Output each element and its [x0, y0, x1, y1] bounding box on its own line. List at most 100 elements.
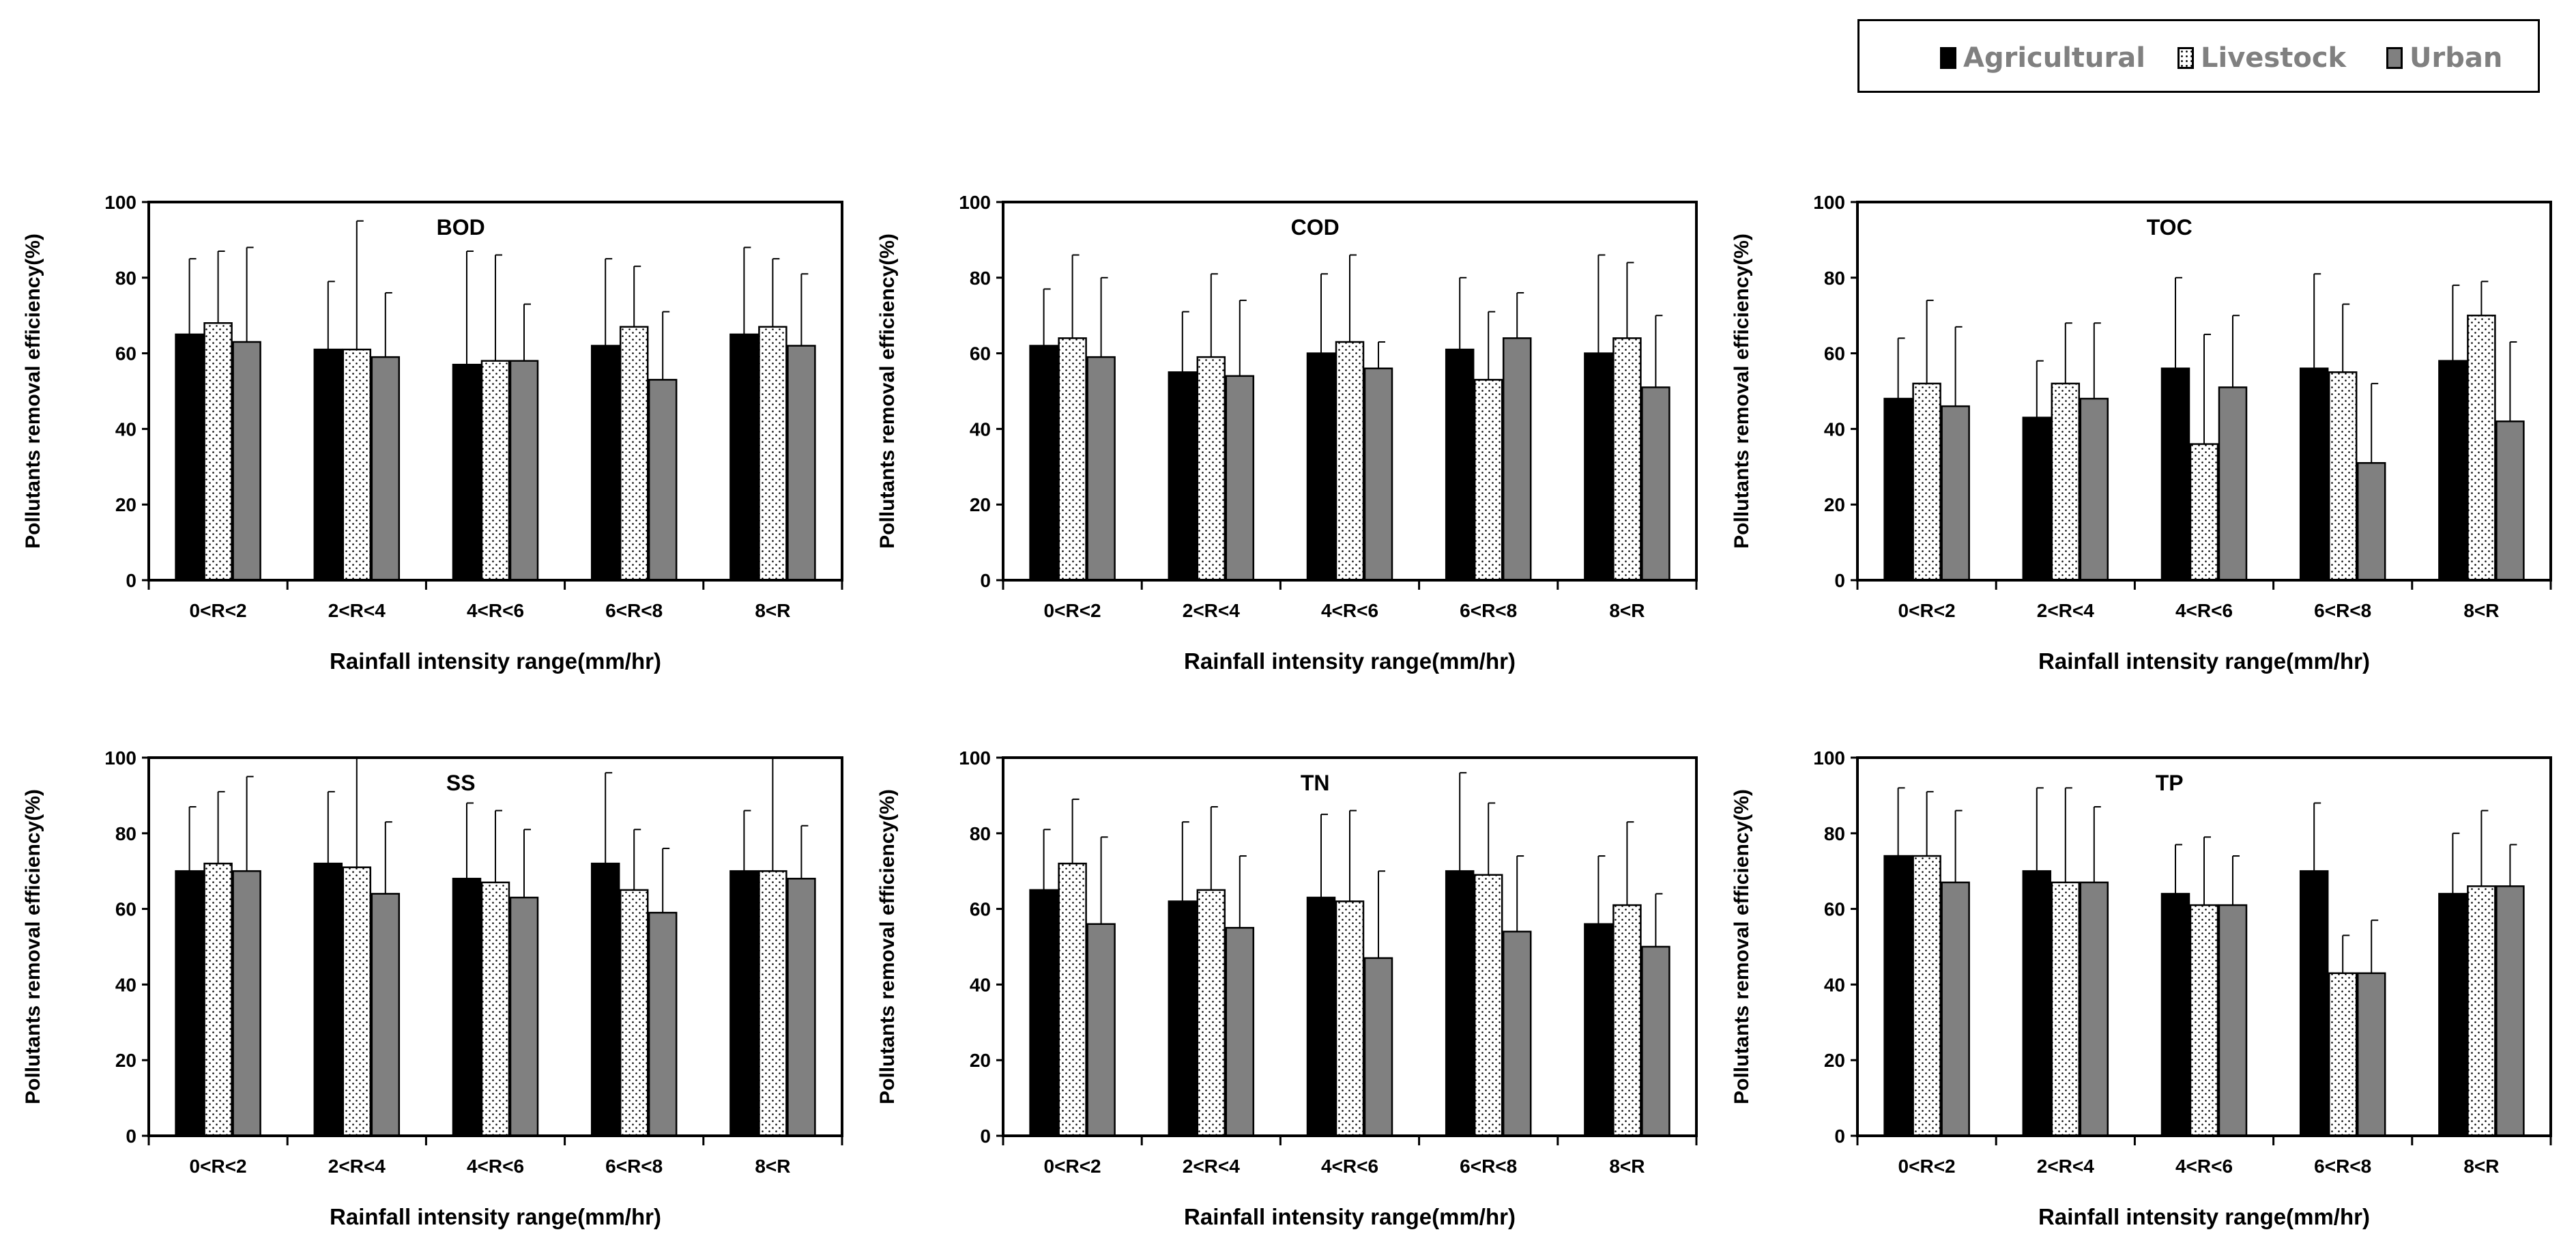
bar-urban	[2495, 885, 2525, 1137]
bar-urban	[1502, 337, 1532, 582]
chart-tn: 0 20 40 60 80 100 0<R<2 2<R<4 4<R<6 6<R<8 8<R TN Rai…	[876, 747, 1698, 1229]
x-tick-label: 0<R<2	[190, 1156, 247, 1177]
plot-frame	[1002, 756, 1698, 1137]
x-tick-label: 8<R	[2463, 600, 2499, 621]
x-axis-title: Rainfall intensity range(mm/hr)	[2038, 1204, 2370, 1229]
x-tick-label: 6<R<8	[1460, 1156, 1517, 1177]
bar-urban	[232, 870, 261, 1137]
bar-agricultural	[1445, 348, 1475, 582]
bar-livestock	[1612, 337, 1642, 582]
y-tick-label: 20	[970, 1050, 991, 1071]
y-axis-title: Pollutants removal efficiency(%)	[1731, 233, 1753, 549]
bar-urban	[1086, 923, 1116, 1137]
x-tick-label: 6<R<8	[605, 600, 663, 621]
y-tick-label: 100	[1813, 192, 1845, 213]
bar-urban	[371, 893, 401, 1137]
x-tick-label: 0<R<2	[1044, 1156, 1101, 1177]
bar-livestock	[2051, 382, 2081, 582]
bar-agricultural	[452, 363, 482, 582]
bar-agricultural	[590, 862, 620, 1137]
bar-livestock	[1473, 874, 1503, 1137]
y-axis-title: Pollutants removal efficiency(%)	[22, 789, 44, 1104]
x-tick-label: 4<R<6	[2175, 600, 2233, 621]
bar-agricultural	[2299, 870, 2329, 1137]
y-tick-label: 20	[115, 494, 136, 515]
bar-urban	[1363, 367, 1393, 582]
bar-agricultural	[2299, 367, 2329, 582]
bar-agricultural	[452, 878, 482, 1137]
y-tick-label: 60	[970, 899, 991, 920]
chart-cod: 0 20 40 60 80 100 0<R<2 2<R<4 4<R<6 6<R<8 8<R COD Ra…	[876, 192, 1698, 674]
bar-livestock	[342, 348, 372, 582]
plot-frame	[1856, 756, 2552, 1137]
x-tick-label: 8<R	[755, 600, 790, 621]
x-tick-label: 0<R<2	[1044, 600, 1101, 621]
chart-title: COD	[1291, 215, 1340, 240]
y-tick-label: 100	[959, 192, 991, 213]
y-axis-title: Pollutants removal efficiency(%)	[876, 789, 899, 1104]
x-tick-label: 8<R	[1609, 600, 1645, 621]
x-tick-label: 2<R<4	[328, 1156, 386, 1177]
x-tick-label: 4<R<6	[467, 1156, 524, 1177]
bar-urban	[2218, 386, 2248, 582]
bar-livestock	[1612, 904, 1642, 1137]
x-tick-label: 8<R	[755, 1156, 790, 1177]
y-tick-label: 80	[970, 268, 991, 289]
bar-livestock	[758, 326, 787, 582]
bar-urban	[787, 345, 816, 582]
bar-agricultural	[313, 348, 343, 582]
chart-tp: 0 20 40 60 80 100 0<R<2 2<R<4 4<R<6 6<R<8 8<R TP Rai…	[1731, 747, 2552, 1229]
legend-label: Agricultural	[1963, 42, 2145, 74]
legend-label: Livestock	[2201, 42, 2347, 74]
bar-livestock	[1912, 382, 1941, 582]
x-tick-label: 0<R<2	[190, 600, 247, 621]
bar-urban	[1641, 945, 1670, 1137]
y-tick-label: 40	[1824, 418, 1845, 440]
bar-livestock	[2467, 885, 2496, 1137]
x-tick-label: 2<R<4	[328, 600, 386, 621]
bar-urban	[2079, 397, 2109, 582]
y-tick-label: 60	[970, 343, 991, 364]
x-tick-label: 0<R<2	[1898, 1156, 1956, 1177]
bar-urban	[648, 911, 678, 1137]
chart-title: TP	[2156, 771, 2184, 795]
bar-urban	[2218, 904, 2248, 1137]
bar-urban	[2495, 420, 2525, 582]
bar-urban	[2356, 462, 2386, 582]
plot-frame	[147, 201, 843, 582]
bar-livestock	[619, 326, 649, 582]
y-tick-label: 20	[115, 1050, 136, 1071]
bar-agricultural	[1168, 900, 1198, 1137]
y-tick-label: 100	[104, 747, 136, 769]
y-tick-label: 80	[1824, 823, 1845, 844]
x-tick-label: 4<R<6	[1321, 600, 1378, 621]
bar-agricultural	[1306, 896, 1336, 1137]
bar-livestock	[342, 866, 372, 1137]
legend-item-livestock: Livestock	[2177, 40, 2346, 76]
bar-agricultural	[2022, 416, 2052, 582]
x-tick-label: 4<R<6	[2175, 1156, 2233, 1177]
chart-title: BOD	[437, 215, 485, 240]
bar-urban	[787, 878, 816, 1137]
y-axis-title: Pollutants removal efficiency(%)	[1731, 789, 1753, 1104]
bar-urban	[1502, 930, 1532, 1137]
bar-livestock	[2051, 881, 2081, 1137]
x-tick-label: 4<R<6	[467, 600, 524, 621]
bar-agricultural	[175, 870, 204, 1137]
bar-agricultural	[590, 345, 620, 582]
x-axis-title: Rainfall intensity range(mm/hr)	[330, 1204, 661, 1229]
bar-agricultural	[1168, 371, 1198, 582]
y-tick-label: 80	[115, 268, 136, 289]
y-tick-label: 80	[115, 823, 136, 844]
y-tick-label: 40	[970, 418, 991, 440]
y-tick-label: 100	[104, 192, 136, 213]
bar-agricultural	[1584, 352, 1613, 582]
bar-agricultural	[2438, 893, 2468, 1137]
bar-livestock	[1335, 341, 1365, 582]
bar-agricultural	[729, 333, 759, 582]
y-axis-title: Pollutants removal efficiency(%)	[876, 233, 899, 549]
y-tick-label: 20	[970, 494, 991, 515]
y-tick-label: 60	[115, 899, 136, 920]
chart-toc: 0 20 40 60 80 100 0<R<2 2<R<4 4<R<6 6<R<8 8<R TOC Ra…	[1731, 192, 2552, 674]
